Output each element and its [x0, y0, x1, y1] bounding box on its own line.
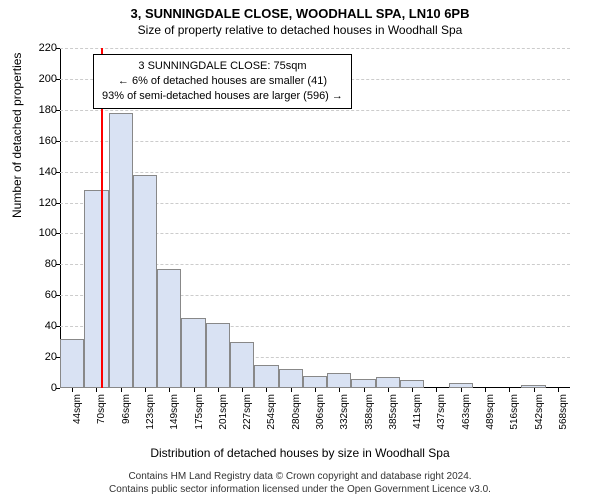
histogram-bar: [133, 175, 157, 388]
x-tick-mark: [121, 388, 122, 392]
x-tick-label: 175sqm: [194, 394, 205, 444]
annotation-line: 93% of semi-detached houses are larger (…: [102, 89, 343, 104]
y-tick-label: 20: [27, 351, 57, 363]
x-tick-mark: [72, 388, 73, 392]
x-tick-label: 123sqm: [145, 394, 156, 444]
x-tick-mark: [388, 388, 389, 392]
y-axis-label: Number of detached properties: [10, 53, 24, 218]
y-tick-label: 120: [27, 197, 57, 209]
histogram-bar: [351, 379, 375, 388]
histogram-bar: [84, 190, 108, 388]
x-tick-mark: [364, 388, 365, 392]
histogram-bar: [181, 318, 205, 388]
x-tick-mark: [291, 388, 292, 392]
x-tick-label: 44sqm: [72, 394, 83, 444]
y-tick-label: 200: [27, 73, 57, 85]
x-tick-mark: [509, 388, 510, 392]
histogram-bar: [254, 365, 278, 388]
annotation-line: ← 6% of detached houses are smaller (41): [102, 74, 343, 89]
histogram-bar: [400, 380, 424, 388]
y-tick-label: 80: [27, 258, 57, 270]
y-tick-label: 40: [27, 320, 57, 332]
x-tick-label: 306sqm: [315, 394, 326, 444]
y-tick-label: 60: [27, 289, 57, 301]
x-tick-label: 149sqm: [169, 394, 180, 444]
x-tick-mark: [339, 388, 340, 392]
x-tick-label: 489sqm: [485, 394, 496, 444]
x-tick-mark: [242, 388, 243, 392]
footer-line-1: Contains HM Land Registry data © Crown c…: [0, 470, 600, 483]
x-tick-mark: [436, 388, 437, 392]
x-tick-label: 463sqm: [461, 394, 472, 444]
y-tick-label: 140: [27, 166, 57, 178]
x-tick-label: 280sqm: [291, 394, 302, 444]
x-axis-label: Distribution of detached houses by size …: [0, 446, 600, 460]
y-tick-label: 220: [27, 42, 57, 54]
x-tick-mark: [145, 388, 146, 392]
x-tick-label: 542sqm: [534, 394, 545, 444]
annotation-line: 3 SUNNINGDALE CLOSE: 75sqm: [102, 59, 343, 74]
chart-plot-area: 02040608010012014016018020022044sqm70sqm…: [60, 48, 570, 388]
x-tick-mark: [461, 388, 462, 392]
x-tick-mark: [558, 388, 559, 392]
y-gridline: [60, 48, 570, 49]
histogram-bar: [376, 377, 400, 388]
x-tick-mark: [534, 388, 535, 392]
x-tick-label: 70sqm: [96, 394, 107, 444]
histogram-bar: [60, 339, 84, 388]
x-tick-mark: [218, 388, 219, 392]
x-tick-mark: [412, 388, 413, 392]
histogram-bar: [327, 373, 351, 388]
x-tick-mark: [315, 388, 316, 392]
y-tick-label: 0: [27, 382, 57, 394]
x-tick-label: 96sqm: [121, 394, 132, 444]
x-tick-label: 201sqm: [218, 394, 229, 444]
x-tick-label: 358sqm: [364, 394, 375, 444]
histogram-bar: [109, 113, 133, 388]
footer-line-2: Contains public sector information licen…: [0, 483, 600, 496]
x-tick-mark: [485, 388, 486, 392]
histogram-bar: [206, 323, 230, 388]
annotation-box: 3 SUNNINGDALE CLOSE: 75sqm← 6% of detach…: [93, 54, 352, 109]
x-tick-label: 437sqm: [436, 394, 447, 444]
histogram-bar: [230, 342, 254, 388]
x-tick-mark: [266, 388, 267, 392]
x-tick-label: 411sqm: [412, 394, 423, 444]
x-tick-mark: [194, 388, 195, 392]
x-tick-label: 254sqm: [266, 394, 277, 444]
x-tick-mark: [96, 388, 97, 392]
x-tick-mark: [169, 388, 170, 392]
x-tick-label: 332sqm: [339, 394, 350, 444]
chart-footer: Contains HM Land Registry data © Crown c…: [0, 470, 600, 496]
y-tick-label: 100: [27, 227, 57, 239]
y-tick-label: 180: [27, 104, 57, 116]
y-tick-label: 160: [27, 135, 57, 147]
x-tick-label: 385sqm: [388, 394, 399, 444]
histogram-bar: [157, 269, 181, 388]
x-tick-label: 227sqm: [242, 394, 253, 444]
x-tick-label: 516sqm: [509, 394, 520, 444]
histogram-bar: [303, 376, 327, 388]
y-gridline: [60, 110, 570, 111]
chart-title-sub: Size of property relative to detached ho…: [0, 21, 600, 43]
y-gridline: [60, 172, 570, 173]
histogram-bar: [279, 369, 303, 388]
y-gridline: [60, 141, 570, 142]
chart-title-main: 3, SUNNINGDALE CLOSE, WOODHALL SPA, LN10…: [0, 0, 600, 21]
x-tick-label: 568sqm: [558, 394, 569, 444]
